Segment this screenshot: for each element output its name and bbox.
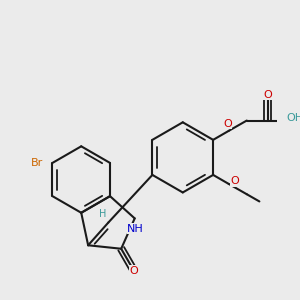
Text: OH: OH	[287, 113, 300, 123]
Text: O: O	[230, 176, 239, 186]
Text: O: O	[263, 90, 272, 100]
Text: O: O	[129, 266, 138, 276]
Text: Br: Br	[31, 158, 43, 168]
Text: O: O	[223, 119, 232, 129]
Text: NH: NH	[127, 224, 144, 234]
Text: H: H	[99, 208, 106, 219]
